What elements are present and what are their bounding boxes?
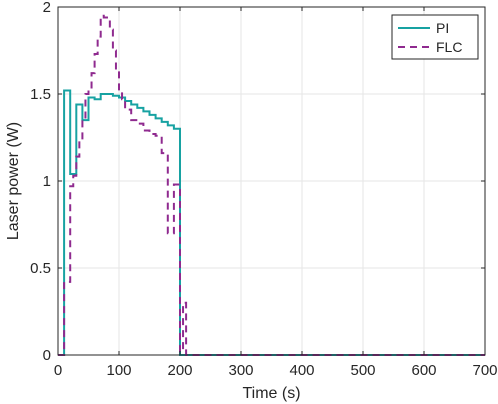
ticks [57,6,486,356]
y-tick-label: 0.5 [30,260,51,277]
legend: PI FLC [391,14,479,60]
y-tick-label: 0 [43,347,51,364]
legend-label-pi: PI [436,20,449,36]
x-tick-label: 100 [106,362,131,379]
x-tick-label: 200 [167,362,192,379]
x-tick-label: 600 [411,362,436,379]
x-tick-label: 700 [472,362,497,379]
x-tick-label: 400 [289,362,314,379]
legend-label-flc: FLC [436,39,462,55]
series-layer [58,14,485,356]
x-tick-label: 0 [54,362,62,379]
y-tick-label: 1.5 [30,86,51,103]
y-axis-title: Laser power (W) [5,122,22,240]
tick-labels: 0 100 200 300 400 500 600 700 0 0.5 1 1.5 2 [30,0,497,379]
legend-box [391,14,479,60]
x-axis-title: Time (s) [242,385,300,402]
y-tick-label: 2 [43,0,51,16]
series-line-pi [58,89,485,356]
y-tick-label: 1 [43,173,51,190]
series-line-flc [58,14,485,356]
x-tick-label: 500 [350,362,375,379]
x-tick-label: 300 [228,362,253,379]
